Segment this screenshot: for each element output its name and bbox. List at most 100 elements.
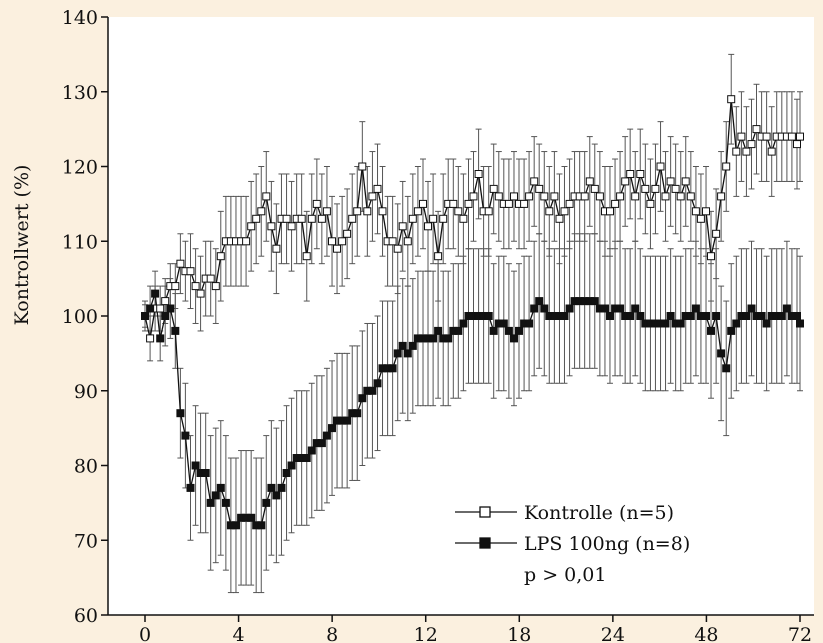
data-point-kontrolle xyxy=(242,237,251,246)
data-point-kontrolle xyxy=(606,207,614,216)
y-tick-label: 110 xyxy=(62,231,98,253)
data-point-kontrolle xyxy=(469,192,478,201)
data-point-kontrolle xyxy=(696,214,705,223)
data-point-lps xyxy=(732,319,741,328)
data-point-kontrolle xyxy=(484,207,493,216)
data-point-kontrolle xyxy=(585,177,594,186)
x-tick-label: 72 xyxy=(788,624,812,643)
data-point-kontrolle xyxy=(752,125,761,134)
data-point-kontrolle xyxy=(161,297,170,306)
data-point-kontrolle xyxy=(449,199,458,208)
data-point-lps xyxy=(601,304,609,313)
data-point-lps xyxy=(535,297,544,306)
data-point-lps xyxy=(560,312,569,320)
data-point-lps xyxy=(247,513,256,522)
data-point-kontrolle xyxy=(631,192,640,201)
data-point-lps xyxy=(762,319,771,328)
y-tick-label: 70 xyxy=(74,530,98,552)
data-point-kontrolle xyxy=(302,252,311,261)
data-point-kontrolle xyxy=(252,214,261,223)
data-point-kontrolle xyxy=(317,214,326,223)
data-point-lps xyxy=(186,483,195,492)
data-point-lps xyxy=(328,424,336,433)
x-tick-label: 48 xyxy=(694,624,718,643)
data-point-lps xyxy=(499,319,508,328)
data-point-lps xyxy=(206,498,215,507)
data-point-kontrolle xyxy=(348,214,357,223)
data-point-kontrolle xyxy=(307,214,316,223)
data-point-lps xyxy=(262,498,271,507)
data-point-kontrolle xyxy=(712,229,721,238)
data-point-kontrolle xyxy=(717,192,726,201)
data-point-lps xyxy=(717,349,726,358)
data-point-kontrolle xyxy=(328,237,336,246)
y-tick-label: 130 xyxy=(62,82,98,104)
data-point-kontrolle xyxy=(737,132,746,141)
data-point-lps xyxy=(757,312,766,320)
data-point-lps xyxy=(201,469,210,477)
data-point-kontrolle xyxy=(196,289,205,298)
data-point-lps xyxy=(444,334,453,343)
data-point-kontrolle xyxy=(595,192,604,201)
data-point-lps xyxy=(211,491,220,500)
data-point-kontrolle xyxy=(282,214,291,223)
data-point-kontrolle xyxy=(742,147,751,156)
data-point-kontrolle xyxy=(176,259,185,268)
legend-marker-lps xyxy=(479,537,491,549)
data-point-kontrolle xyxy=(525,192,534,201)
data-point-lps xyxy=(702,312,710,320)
data-point-lps xyxy=(343,416,352,425)
data-point-lps xyxy=(626,312,635,320)
data-point-lps xyxy=(510,334,518,343)
data-point-kontrolle xyxy=(489,184,498,193)
data-point-kontrolle xyxy=(540,192,549,201)
data-point-lps xyxy=(565,304,574,313)
data-point-kontrolle xyxy=(186,267,195,276)
data-point-lps xyxy=(707,326,715,335)
data-point-kontrolle xyxy=(722,162,731,171)
data-point-lps xyxy=(171,326,180,335)
data-point-kontrolle xyxy=(560,207,569,216)
data-point-kontrolle xyxy=(146,334,155,343)
data-point-kontrolle xyxy=(656,162,665,171)
data-point-lps xyxy=(489,326,498,335)
data-point-lps xyxy=(631,304,640,313)
data-point-lps xyxy=(454,326,463,335)
data-point-kontrolle xyxy=(621,177,630,186)
data-point-lps xyxy=(590,297,599,306)
data-point-lps xyxy=(540,304,549,313)
data-point-lps xyxy=(747,304,756,313)
y-tick-label: 140 xyxy=(62,7,98,29)
data-point-kontrolle xyxy=(646,199,655,208)
data-point-kontrolle xyxy=(727,95,736,104)
data-point-lps xyxy=(398,341,407,350)
data-point-lps xyxy=(388,364,397,373)
data-point-kontrolle xyxy=(333,244,341,253)
data-point-kontrolle xyxy=(413,207,422,216)
legend-label-lps: LPS 100ng (n=8) xyxy=(524,533,690,555)
data-point-kontrolle xyxy=(297,214,306,223)
y-axis-title: Kontrollwert (%) xyxy=(11,165,33,326)
data-point-kontrolle xyxy=(459,214,468,223)
data-point-kontrolle xyxy=(707,252,715,261)
data-point-lps xyxy=(277,483,286,492)
data-point-lps xyxy=(777,312,786,320)
y-tick-label: 80 xyxy=(74,456,98,478)
data-point-lps xyxy=(216,483,225,492)
data-point-kontrolle xyxy=(373,184,382,193)
data-point-lps xyxy=(403,349,412,358)
data-point-kontrolle xyxy=(681,177,690,186)
data-point-kontrolle xyxy=(419,199,427,208)
data-point-kontrolle xyxy=(555,214,564,223)
data-point-kontrolle xyxy=(434,252,443,261)
data-point-kontrolle xyxy=(398,222,407,231)
data-point-kontrolle xyxy=(211,282,220,291)
data-point-lps xyxy=(358,394,367,403)
data-point-kontrolle xyxy=(504,199,513,208)
data-point-lps xyxy=(661,319,670,328)
data-point-kontrolle xyxy=(747,140,756,149)
data-point-kontrolle xyxy=(464,199,473,208)
data-point-kontrolle xyxy=(343,229,352,238)
data-point-lps xyxy=(373,379,382,388)
